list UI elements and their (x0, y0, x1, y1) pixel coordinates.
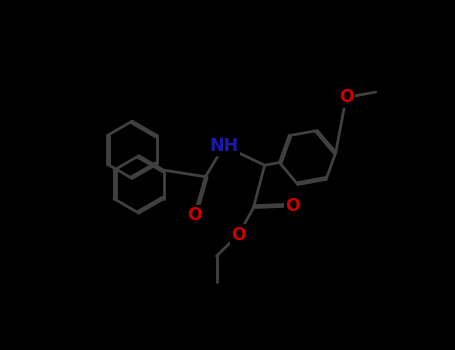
Text: O: O (231, 225, 246, 244)
Text: NH: NH (209, 137, 238, 155)
Text: O: O (285, 197, 300, 215)
Text: O: O (339, 89, 354, 106)
Text: O: O (187, 206, 202, 224)
